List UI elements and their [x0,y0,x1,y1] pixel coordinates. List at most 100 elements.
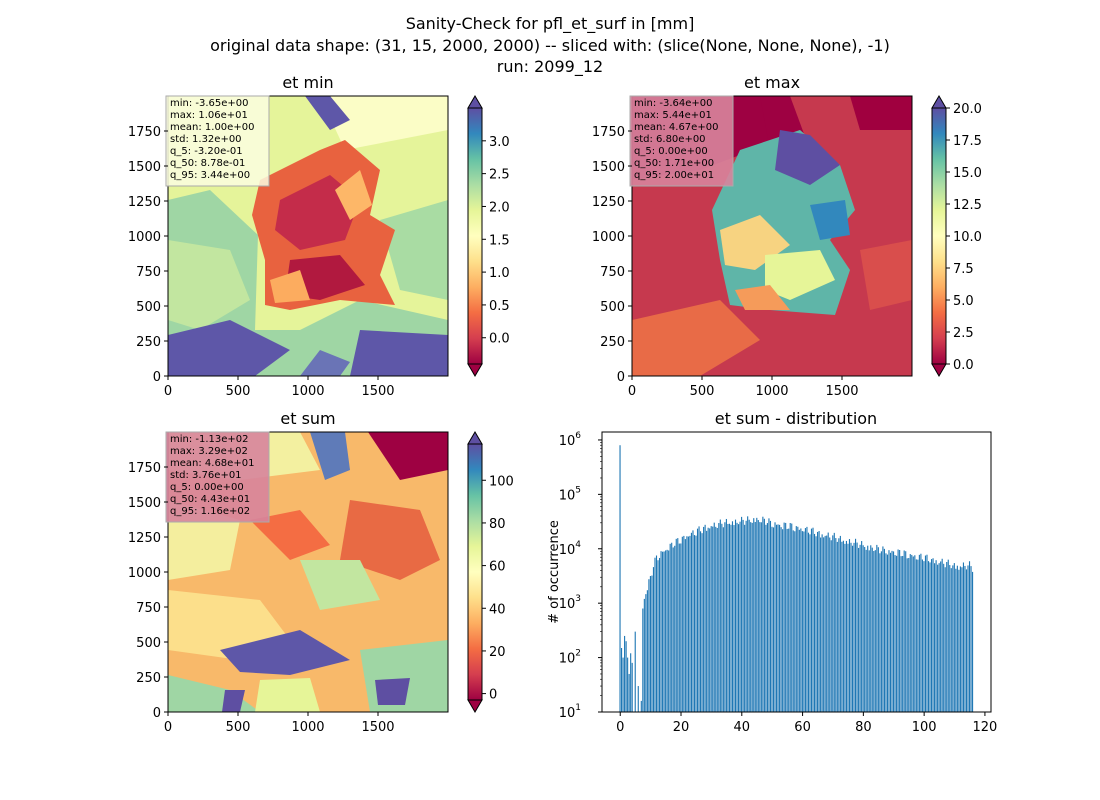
histogram-bar [800,528,802,712]
panel-et-sum: et sum min: -1.13e+02 max: 3.29e+02 mean… [128,409,514,735]
stat-std: std: 3.76e+01 [170,470,242,481]
histogram-bar [722,527,724,712]
histogram-bar [640,700,642,712]
stats-box: min: -1.13e+02 max: 3.29e+02 mean: 4.68e… [165,431,270,523]
histogram-bar [877,547,879,712]
histogram-bar [932,558,934,712]
y-tick-label: 105 [559,485,581,503]
x-tick-label: 0 [628,384,636,399]
colorbar: 0.0 2.5 5.0 7.5 10.0 12.5 15.0 17.5 20.0 [931,95,982,377]
histogram-bar [970,566,972,712]
histogram-bar [940,561,942,712]
histogram-bar [671,542,673,712]
histogram-bar [669,543,671,712]
histogram-bar [736,522,738,712]
histogram-bar [779,524,781,712]
histogram-bar [742,519,744,712]
histogram-bar [681,536,683,712]
histogram-bar [739,521,741,712]
histogram-bar [674,545,676,712]
histogram-bar [657,560,659,712]
x-tick-label: 1500 [361,720,394,735]
histogram-bar [807,532,810,712]
histogram-bar [905,551,907,712]
histogram-bar [923,561,925,712]
histogram-bar [879,553,881,712]
histogram-bar [833,532,835,712]
stat-q5: q_5: 0.00e+00 [634,146,708,157]
histogram-bar [944,567,946,712]
histogram-bar [896,555,898,712]
x-tick-label: 1000 [291,720,324,735]
histogram-bar [759,522,761,712]
y-tick-label: 250 [600,335,625,350]
histogram-bar [889,552,892,712]
histogram-bar [734,519,737,712]
histogram-bar [652,567,655,712]
x-tick-label: 60 [794,720,811,735]
histogram-bar [712,526,714,712]
histogram-bar [678,543,680,712]
histogram-bar [660,551,662,712]
colorbar-tick-label: 2.5 [953,326,974,341]
y-tick-label: 750 [136,265,161,280]
figure-title: Sanity-Check for pfl_et_surf in [mm] [406,14,695,34]
stat-max: max: 1.06e+01 [170,110,248,121]
histogram-bar [689,535,691,712]
histogram-bar [838,538,840,712]
x-tick-label: 500 [226,384,251,399]
figure-subtitle: original data shape: (31, 15, 2000, 2000… [210,36,890,55]
histogram-bar [783,522,785,712]
histogram-bar [930,559,933,712]
histogram-bar [949,565,951,712]
histogram-bar [894,555,896,712]
histogram-bar [855,538,857,712]
histogram-bar [777,524,779,712]
histogram-bar [883,548,885,712]
colorbar-tick-label: 12.5 [953,198,982,213]
y-axis-label: # of occurrence [547,520,562,624]
histogram-bar [662,551,664,712]
histogram-bar [763,518,765,712]
histogram-bar [972,571,974,712]
histogram-bar [672,547,674,712]
colorbar-tick-label: 0.0 [489,332,510,347]
x-tick-label: 120 [973,720,998,735]
y-tick-label: 250 [136,671,161,686]
y-tick-label: 750 [600,265,625,280]
histogram-bar [789,522,791,712]
colorbar-tick-label: 2.5 [489,168,510,183]
colorbar-tick-label: 15.0 [953,166,982,181]
histogram-bar [955,568,957,712]
histogram-bar [731,521,734,712]
stat-q95: q_95: 2.00e+01 [634,170,714,181]
histogram-bar [850,542,852,712]
histogram-bar [668,550,670,712]
histogram-bar [937,564,939,712]
histogram-bar [696,528,699,712]
y-tick-label: 1750 [128,125,161,140]
x-axis-ticks: 0 20 40 60 80 100 120 [616,712,997,735]
figure-run-label: run: 2099_12 [497,57,603,77]
histogram-bar [757,520,759,712]
histogram-bar [744,524,746,712]
colorbar-tick-label: 20.0 [953,102,982,117]
histogram-bar [715,526,717,712]
histogram-bar [967,565,969,712]
histogram-bar [687,536,689,712]
histogram-bar [842,540,844,712]
y-axis-ticks: 0 250 500 750 1000 1250 1500 1750 [592,125,632,385]
axes-title: et min [282,73,333,92]
histogram-bar [920,553,922,712]
histogram-bar [868,550,870,712]
stat-q95: q_95: 3.44e+00 [170,170,250,181]
histogram-bar [902,555,904,712]
histogram-bar [745,520,747,712]
colorbar-tick-label: 0.5 [489,299,510,314]
histogram-bar [947,559,949,712]
axes-frame [601,431,992,713]
histogram-bar [950,568,952,712]
histogram-bar [724,522,726,712]
y-tick-label: 1500 [592,160,625,175]
y-tick-label: 1250 [128,531,161,546]
